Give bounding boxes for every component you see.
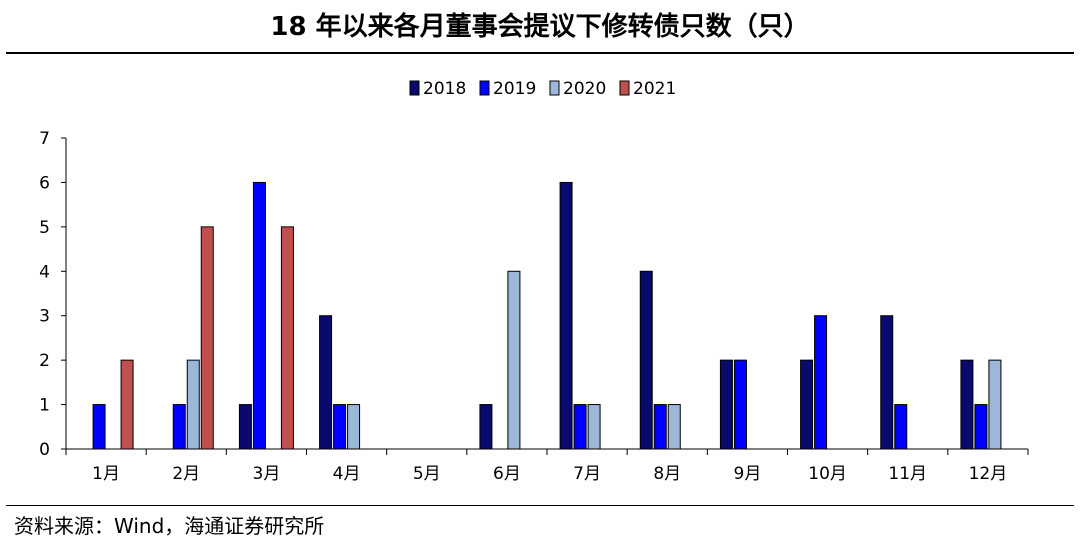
x-tick-label: 10月 [808, 464, 847, 484]
bar-2018-10 [800, 359, 814, 450]
y-tick-label: 3 [39, 307, 50, 327]
bar-2018-11 [880, 315, 894, 450]
source-note: 资料来源：Wind，海通证券研究所 [14, 514, 325, 538]
x-tick-label: 2月 [172, 464, 200, 484]
legend-swatch-2019 [479, 80, 490, 96]
bar-2020-7 [587, 404, 601, 450]
legend-swatch-2020 [549, 80, 560, 96]
y-tick-label: 6 [39, 173, 50, 193]
legend-label-2018: 2018 [423, 79, 466, 99]
bar-2020-2 [186, 359, 200, 450]
legend-swatch-2018 [409, 80, 420, 96]
bar-2018-7 [559, 181, 573, 450]
bar-2021-2 [200, 226, 214, 450]
y-tick-label: 2 [39, 351, 50, 371]
x-tick-label: 6月 [493, 464, 521, 484]
x-tick-label: 11月 [888, 464, 927, 484]
bar-2019-2 [172, 404, 186, 450]
bar-2018-9 [719, 359, 733, 450]
bar-2019-8 [653, 404, 667, 450]
bar-2020-8 [667, 404, 681, 450]
bar-2018-8 [639, 270, 653, 450]
bar-2018-3 [238, 404, 252, 450]
bar-2019-9 [733, 359, 747, 450]
bar-2020-6 [507, 270, 521, 450]
bar-2018-4 [319, 315, 333, 450]
x-tick-label: 1月 [92, 464, 120, 484]
x-tick-label: 7月 [573, 464, 601, 484]
x-tick-label: 4月 [333, 464, 361, 484]
x-tick-label: 3月 [253, 464, 281, 484]
bar-chart: 0 1 2 3 4 5 6 7 1月 2月 3月 4月 5月 6月 7月 8月 9月 10月 11月 12月 2018 2… [39, 79, 1029, 484]
legend-label-2019: 2019 [493, 79, 536, 99]
y-tick-label: 0 [39, 440, 50, 460]
bar-2018-6 [479, 404, 493, 450]
footer-divider [6, 505, 1074, 506]
bar-2019-10 [814, 315, 828, 450]
x-tick-label: 8月 [653, 464, 681, 484]
y-tick-label: 4 [39, 262, 50, 282]
bar-2019-7 [573, 404, 587, 450]
bar-2020-12 [988, 359, 1002, 450]
y-tick-label: 7 [39, 129, 50, 149]
bar-2019-1 [92, 404, 106, 450]
bar-2018-12 [960, 359, 974, 450]
bar-2019-11 [894, 404, 908, 450]
bar-2021-1 [120, 359, 134, 450]
y-tick-label: 1 [39, 396, 50, 416]
title-divider [6, 52, 1074, 54]
x-tick-label: 12月 [969, 464, 1008, 484]
legend-swatch-2021 [619, 80, 630, 96]
legend-label-2021: 2021 [633, 79, 676, 99]
legend-label-2020: 2020 [563, 79, 606, 99]
bar-2020-4 [347, 404, 361, 450]
bar-2019-3 [252, 181, 266, 450]
x-tick-label: 5月 [413, 464, 441, 484]
chart-title: 18 年以来各月董事会提议下修转债只数（只） [270, 12, 810, 42]
y-tick-label: 5 [39, 218, 50, 238]
bar-2021-3 [280, 226, 294, 450]
x-tick-label: 9月 [734, 464, 762, 484]
bar-2019-4 [333, 404, 347, 450]
bar-2019-12 [974, 404, 988, 450]
